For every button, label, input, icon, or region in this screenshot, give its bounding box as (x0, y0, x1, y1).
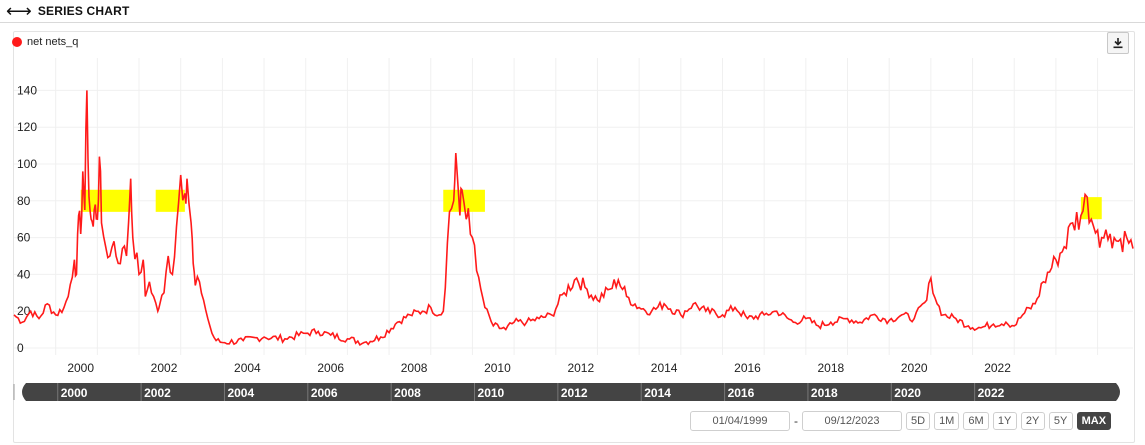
series-line-net-nets (13, 90, 1134, 347)
x-tick-label: 2016 (734, 361, 761, 375)
legend[interactable]: net nets_q (12, 36, 78, 48)
x-axis: 2000 2002 2004 2006 2008 2010 2012 2014 2016 2018… (67, 361, 1011, 375)
x-tick-label: 2020 (901, 361, 928, 375)
range-button-max[interactable]: MAX (1076, 412, 1112, 430)
x-tick-label: 2014 (651, 361, 678, 375)
x-tick-label: 2022 (984, 361, 1011, 375)
date-separator: - (794, 414, 798, 428)
x-tick-label: 2004 (234, 361, 261, 375)
y-tick-label: 60 (17, 231, 31, 245)
navigator-tick-label: 2012 (561, 386, 588, 400)
navigator-tick-label: 2014 (644, 386, 671, 400)
legend-label: net nets_q (27, 36, 79, 48)
range-button-6m[interactable]: 6M (963, 412, 989, 430)
navigator-bar (26, 383, 1116, 401)
range-button-1m[interactable]: 1M (934, 412, 960, 430)
range-button-1y[interactable]: 1Y (992, 412, 1017, 430)
y-tick-label: 40 (17, 267, 31, 281)
x-tick-label: 2008 (401, 361, 428, 375)
left-right-arrow-icon: ⟷ (6, 1, 32, 21)
x-tick-label: 2018 (817, 361, 844, 375)
range-button-5d[interactable]: 5D (906, 412, 931, 430)
y-tick-label: 120 (17, 120, 37, 134)
navigator-tick-label: 2002 (144, 386, 171, 400)
download-icon (1113, 38, 1123, 49)
x-tick-label: 2012 (567, 361, 594, 375)
download-button[interactable] (1107, 32, 1129, 54)
navigator-tick-label: 2020 (894, 386, 921, 400)
navigator-right-handle (1116, 383, 1120, 401)
end-date-input[interactable] (802, 411, 902, 431)
y-tick-label: 20 (17, 304, 31, 318)
page-title: SERIES CHART (37, 4, 130, 18)
navigator-tick-label: 2008 (394, 386, 421, 400)
start-date-input[interactable] (690, 411, 790, 431)
legend-marker (12, 37, 22, 47)
navigator[interactable]: 2000 2002 2004 2006 2008 2010 2012 2014 2016 2018… (13, 383, 1120, 401)
highlight-layer (80, 189, 1102, 220)
navigator-tick-label: 2010 (478, 386, 505, 400)
navigator-tick-label: 2004 (227, 386, 254, 400)
highlight-box (80, 189, 131, 212)
navigator-tick-label: 2018 (811, 386, 838, 400)
highlight-box (155, 189, 185, 212)
navigator-tick-label: 2016 (728, 386, 755, 400)
x-tick-label: 2010 (484, 361, 511, 375)
y-tick-label: 140 (17, 83, 37, 97)
y-tick-label: 100 (17, 157, 37, 171)
highlight-box (1080, 197, 1102, 220)
y-tick-label: 0 (17, 341, 24, 355)
x-tick-label: 2002 (151, 361, 178, 375)
navigator-tick-label: 2006 (311, 386, 338, 400)
chart-header: ⟷ SERIES CHART (6, 2, 130, 20)
range-button-2y[interactable]: 2Y (1020, 412, 1045, 430)
header-divider (0, 22, 1145, 23)
navigator-tick-label: 2000 (61, 386, 88, 400)
grid-layer (14, 58, 1133, 355)
chart-panel (13, 31, 1135, 443)
range-button-5y[interactable]: 5Y (1048, 412, 1073, 430)
navigator-tick-label: 2022 (978, 386, 1005, 400)
range-buttons: 5D 1M 6M 1Y 2Y 5Y MAX (902, 412, 1112, 430)
x-tick-label: 2006 (317, 361, 344, 375)
navigator-left-handle (22, 383, 26, 401)
y-tick-label: 80 (17, 194, 31, 208)
x-tick-label: 2000 (67, 361, 94, 375)
